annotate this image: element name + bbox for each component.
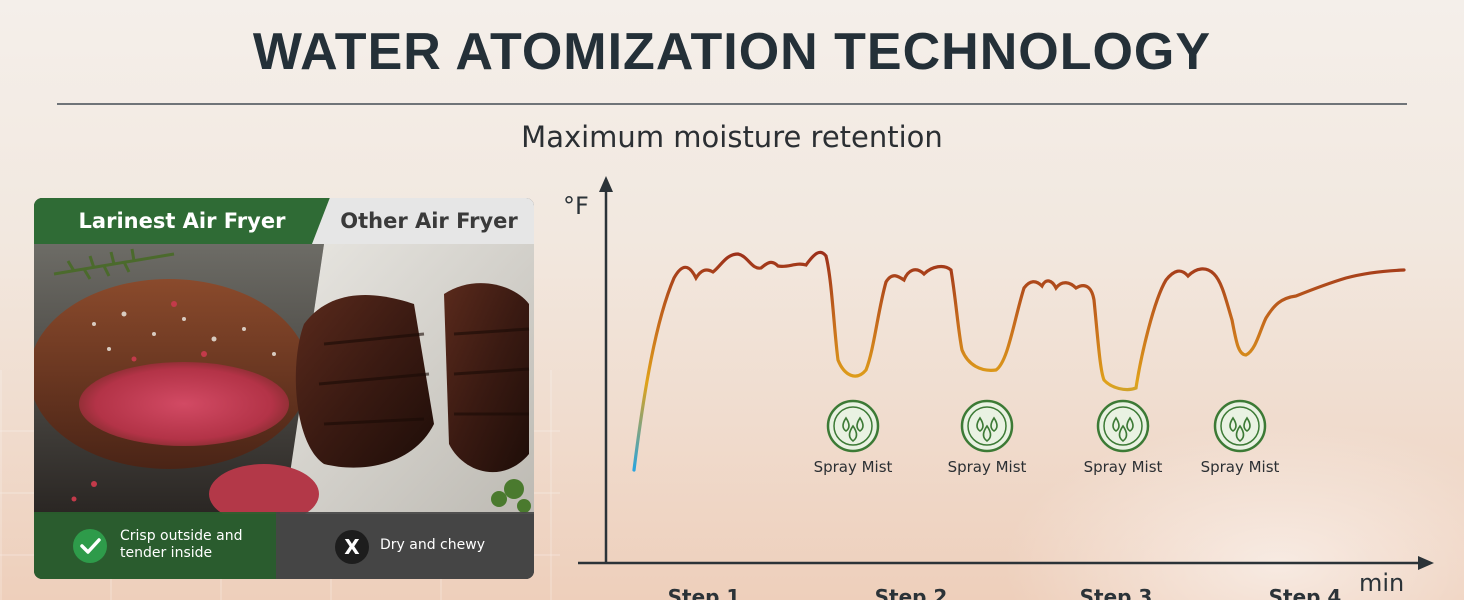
other-result-panel <box>276 512 534 579</box>
spray-mist-label: Spray Mist <box>1201 458 1280 476</box>
page-subtitle: Maximum moisture retention <box>521 120 943 154</box>
step-label-3: Step 3 <box>1080 585 1153 600</box>
larinest-label: Larinest Air Fryer <box>34 198 330 244</box>
y-axis-unit: °F <box>563 192 589 220</box>
other-label: Other Air Fryer <box>312 198 534 244</box>
larinest-result-text: Crisp outside and tender inside <box>120 528 243 561</box>
x-axis-arrow <box>1418 556 1434 570</box>
step-label-4: Step 4 <box>1269 585 1342 600</box>
step-label-1: Step 1 <box>668 585 741 600</box>
check-icon <box>73 529 107 563</box>
comparison-card: Larinest Air Fryer Other Air Fryer <box>34 198 534 579</box>
spray-mist-marker-2: Spray Mist <box>948 399 1027 476</box>
title-divider <box>57 103 1407 105</box>
larinest-result-panel: Crisp outside and tender inside <box>34 512 280 579</box>
y-axis-arrow <box>599 176 613 192</box>
x-axis-unit: min <box>1359 569 1404 597</box>
food-comparison-photo <box>34 244 534 514</box>
page-title: WATER ATOMIZATION TECHNOLOGY <box>252 23 1212 81</box>
temperature-curve <box>632 250 1406 472</box>
spray-mist-marker-3: Spray Mist <box>1084 399 1163 476</box>
x-icon: X <box>335 530 369 564</box>
comparison-footer: Crisp outside and tender inside X Dry an… <box>34 512 534 579</box>
spray-mist-label: Spray Mist <box>948 458 1027 476</box>
temperature-chart: °F min Spray Mist Spray Mist Spray Mist … <box>563 176 1434 600</box>
spray-mist-marker-4: Spray Mist <box>1201 399 1280 476</box>
spray-mist-label: Spray Mist <box>814 458 893 476</box>
comparison-header: Larinest Air Fryer Other Air Fryer <box>34 198 534 244</box>
spray-mist-marker-1: Spray Mist <box>814 399 893 476</box>
step-label-2: Step 2 <box>875 585 948 600</box>
spray-mist-label: Spray Mist <box>1084 458 1163 476</box>
other-result-text: Dry and chewy <box>380 537 485 553</box>
